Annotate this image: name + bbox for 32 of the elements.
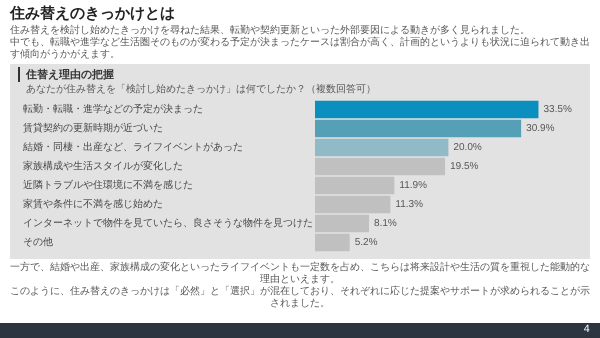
bar (315, 158, 446, 176)
data-label: 8.1% (374, 218, 397, 229)
text: このように、住み替えのきっかけは「必然」と「選択」が混在しており、それぞれに応じた提案やサポートが求められることが示されました。 (10, 286, 590, 310)
data-label: 19.5% (450, 161, 479, 172)
data-label: 20.0% (453, 142, 482, 153)
y-tick-label: 家賃や条件に不満を感じ始めた (23, 198, 163, 210)
bar (315, 196, 390, 214)
text: 一方で、結婚や出産、家族構成の変化といったライフイベントも一定数を占め、こちらは将来設計や生活の質を重視した能動的な理由といえます。 (10, 262, 590, 286)
text: 住替え理由の把握 (18, 67, 582, 82)
bar (315, 120, 522, 138)
y-tick-label: インターネットで物件を見ていたら、良さそうな物件を見つけた (23, 217, 313, 229)
y-tick-label: その他 (23, 236, 53, 248)
bar (315, 176, 394, 194)
bar (315, 214, 370, 232)
y-tick-label: 近隣トラブルや住環境に不満を感じた (23, 179, 193, 191)
bar (315, 234, 350, 252)
data-label: 33.5% (543, 104, 572, 115)
text: 4 (0, 323, 600, 338)
data-label: 5.2% (354, 237, 378, 248)
text: 中でも、転職や進学など生活圏そのものが変わる予定が決まったケースは割合が高く、計画的というよりも状況に迫られて動き出す傾向がうかがえます。 (10, 37, 590, 61)
data-label: 30.9% (526, 123, 555, 134)
bar (315, 100, 538, 118)
y-tick-label: 家族構成や生活スタイルが変化した (23, 160, 183, 172)
text: 住み替えのきっかけとは (10, 4, 176, 23)
text: あなたが住み替えを「検討し始めたきっかけ」は何でしたか？（複数回答可） (26, 82, 377, 96)
bar (315, 138, 448, 156)
y-tick-label: 結婚・同棲・出産など、ライフイベントがあった (22, 141, 243, 153)
data-label: 11.3% (395, 199, 424, 210)
chart-subtitle: 住み替えを検討し始めたきっかけを尋ねた結果、転勤や契約更新といった外部要因による動きが多く見られました。 (10, 25, 531, 36)
y-tick-label: 転勤・転職・進学などの予定が決まった (23, 103, 203, 115)
y-tick-label: 賃貸契約の更新時期が近づいた (23, 122, 163, 134)
data-label: 11.9% (399, 180, 428, 191)
